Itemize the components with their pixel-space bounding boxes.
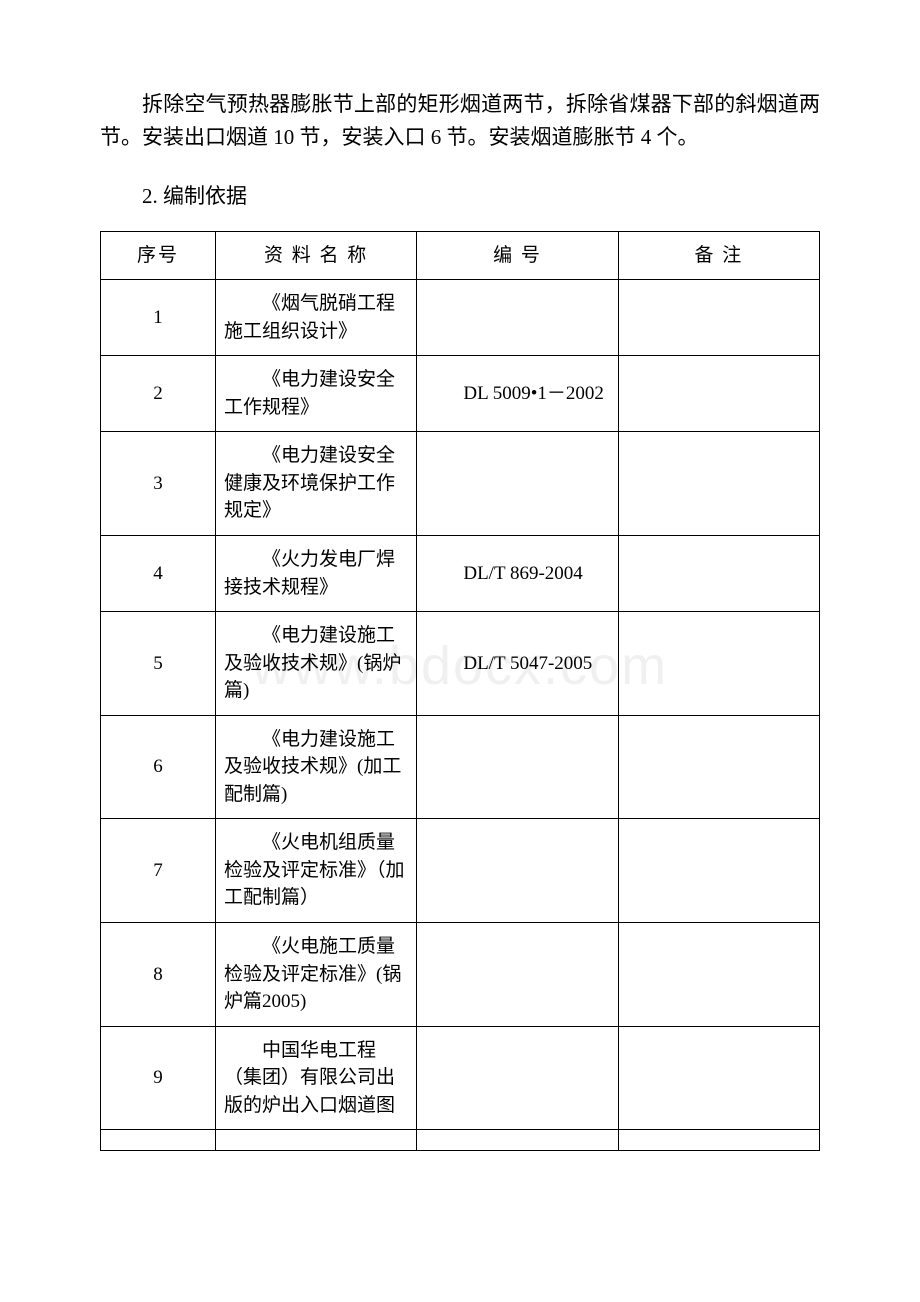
cell-note bbox=[618, 535, 819, 611]
table-row: 5《电力建设施工及验收技术规》(锅炉篇)DL/T 5047-2005 bbox=[101, 612, 820, 716]
th-name: 资 料 名 称 bbox=[216, 231, 417, 280]
cell-name: 《电力建设安全工作规程》 bbox=[216, 356, 417, 432]
cell-note bbox=[618, 280, 819, 356]
cell-code bbox=[417, 1026, 618, 1130]
table-row: 4《火力发电厂焊接技术规程》DL/T 869-2004 bbox=[101, 535, 820, 611]
cell-name: 《火电机组质量检验及评定标准》（加工配制篇） bbox=[216, 819, 417, 923]
table-row: 1《烟气脱硝工程施工组织设计》 bbox=[101, 280, 820, 356]
table-row: 2《电力建设安全工作规程》DL 5009•1－2002 bbox=[101, 356, 820, 432]
cell-code bbox=[417, 922, 618, 1026]
cell-note bbox=[618, 922, 819, 1026]
cell-code: DL 5009•1－2002 bbox=[417, 356, 618, 432]
cell-note bbox=[618, 715, 819, 819]
intro-paragraph: 拆除空气预热器膨胀节上部的矩形烟道两节，拆除省煤器下部的斜烟道两节。安装出口烟道… bbox=[100, 88, 820, 153]
cell-seq: 7 bbox=[101, 819, 216, 923]
th-note: 备 注 bbox=[618, 231, 819, 280]
cell-note bbox=[618, 819, 819, 923]
cell-code bbox=[417, 715, 618, 819]
basis-table: 序号 资 料 名 称 编 号 备 注 1《烟气脱硝工程施工组织设计》2《电力建设… bbox=[100, 231, 820, 1152]
cell-seq: 9 bbox=[101, 1026, 216, 1130]
cell-seq: 5 bbox=[101, 612, 216, 716]
section-heading: 2. 编制依据 bbox=[100, 181, 820, 213]
cell-note bbox=[618, 612, 819, 716]
cell-seq: 3 bbox=[101, 432, 216, 536]
table-row: 7《火电机组质量检验及评定标准》（加工配制篇） bbox=[101, 819, 820, 923]
cell-empty bbox=[101, 1130, 216, 1151]
cell-seq: 2 bbox=[101, 356, 216, 432]
cell-note bbox=[618, 356, 819, 432]
cell-name: 《烟气脱硝工程施工组织设计》 bbox=[216, 280, 417, 356]
cell-code: DL/T 869-2004 bbox=[417, 535, 618, 611]
table-body: 1《烟气脱硝工程施工组织设计》2《电力建设安全工作规程》DL 5009•1－20… bbox=[101, 280, 820, 1151]
table-row: 3《电力建设安全健康及环境保护工作规定》 bbox=[101, 432, 820, 536]
cell-seq: 8 bbox=[101, 922, 216, 1026]
table-header-row: 序号 资 料 名 称 编 号 备 注 bbox=[101, 231, 820, 280]
cell-code: DL/T 5047-2005 bbox=[417, 612, 618, 716]
cell-note bbox=[618, 1026, 819, 1130]
th-code: 编 号 bbox=[417, 231, 618, 280]
cell-empty bbox=[216, 1130, 417, 1151]
table-row: 6《电力建设施工及验收技术规》(加工配制篇) bbox=[101, 715, 820, 819]
cell-name: 《电力建设施工及验收技术规》(锅炉篇) bbox=[216, 612, 417, 716]
cell-empty bbox=[417, 1130, 618, 1151]
table-row-empty bbox=[101, 1130, 820, 1151]
cell-name: 《火电施工质量检验及评定标准》(锅炉篇2005) bbox=[216, 922, 417, 1026]
cell-code bbox=[417, 432, 618, 536]
cell-seq: 4 bbox=[101, 535, 216, 611]
cell-code bbox=[417, 819, 618, 923]
cell-code bbox=[417, 280, 618, 356]
cell-name: 《电力建设施工及验收技术规》(加工配制篇) bbox=[216, 715, 417, 819]
table-row: 8《火电施工质量检验及评定标准》(锅炉篇2005) bbox=[101, 922, 820, 1026]
cell-seq: 6 bbox=[101, 715, 216, 819]
table-row: 9中国华电工程（集团）有限公司出版的炉出入口烟道图 bbox=[101, 1026, 820, 1130]
cell-note bbox=[618, 432, 819, 536]
cell-name: 《火力发电厂焊接技术规程》 bbox=[216, 535, 417, 611]
cell-empty bbox=[618, 1130, 819, 1151]
th-seq: 序号 bbox=[101, 231, 216, 280]
cell-name: 中国华电工程（集团）有限公司出版的炉出入口烟道图 bbox=[216, 1026, 417, 1130]
cell-name: 《电力建设安全健康及环境保护工作规定》 bbox=[216, 432, 417, 536]
cell-seq: 1 bbox=[101, 280, 216, 356]
